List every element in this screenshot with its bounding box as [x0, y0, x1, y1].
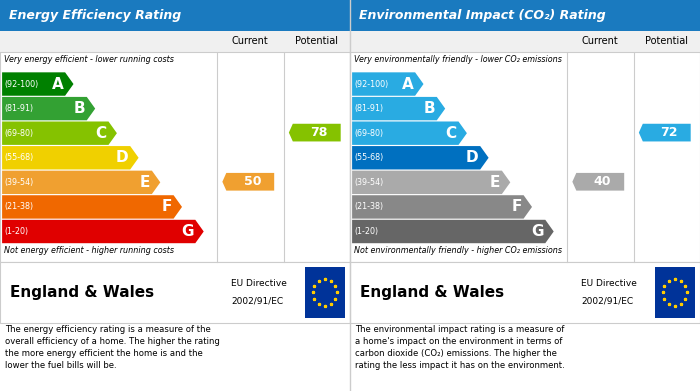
Text: (81-91): (81-91)	[4, 104, 34, 113]
Text: (69-80): (69-80)	[4, 129, 34, 138]
Text: Environmental Impact (CO₂) Rating: Environmental Impact (CO₂) Rating	[358, 9, 606, 22]
Text: (21-38): (21-38)	[354, 203, 384, 212]
Polygon shape	[2, 195, 182, 219]
Text: G: G	[181, 224, 193, 239]
Text: Energy Efficiency Rating: Energy Efficiency Rating	[8, 9, 181, 22]
Polygon shape	[223, 173, 274, 190]
Text: (1-20): (1-20)	[354, 227, 378, 236]
Polygon shape	[352, 97, 445, 120]
Text: Not environmentally friendly - higher CO₂ emissions: Not environmentally friendly - higher CO…	[354, 246, 561, 255]
Text: England & Wales: England & Wales	[10, 285, 155, 300]
Text: 50: 50	[244, 175, 261, 188]
Text: (92-100): (92-100)	[4, 79, 39, 88]
Polygon shape	[2, 146, 139, 169]
Text: England & Wales: England & Wales	[360, 285, 505, 300]
Text: The energy efficiency rating is a measure of the
overall efficiency of a home. T: The energy efficiency rating is a measur…	[6, 325, 220, 370]
Text: C: C	[96, 126, 106, 141]
Text: D: D	[466, 150, 479, 165]
Text: G: G	[531, 224, 543, 239]
Text: (69-80): (69-80)	[354, 129, 384, 138]
Text: (92-100): (92-100)	[354, 79, 388, 88]
Bar	[350, 0, 700, 31]
Polygon shape	[289, 124, 341, 142]
Text: (1-20): (1-20)	[4, 227, 28, 236]
Text: E: E	[490, 175, 500, 190]
Polygon shape	[639, 124, 691, 142]
Text: F: F	[512, 199, 522, 214]
Text: B: B	[74, 101, 85, 116]
Bar	[0, 31, 350, 52]
Text: Potential: Potential	[645, 36, 688, 47]
Polygon shape	[2, 97, 95, 120]
Text: EU Directive: EU Directive	[581, 279, 637, 288]
Polygon shape	[352, 122, 467, 145]
Text: Current: Current	[582, 36, 619, 47]
Text: Current: Current	[232, 36, 269, 47]
Text: Very environmentally friendly - lower CO₂ emissions: Very environmentally friendly - lower CO…	[354, 55, 561, 64]
Bar	[350, 262, 700, 323]
Text: 40: 40	[594, 175, 611, 188]
Polygon shape	[2, 122, 117, 145]
Text: Very energy efficient - lower running costs: Very energy efficient - lower running co…	[4, 55, 174, 64]
Bar	[654, 267, 694, 318]
Bar	[304, 267, 344, 318]
Text: The environmental impact rating is a measure of
a home's impact on the environme: The environmental impact rating is a mea…	[355, 325, 565, 370]
Polygon shape	[2, 170, 160, 194]
Bar	[350, 31, 700, 52]
Text: A: A	[402, 77, 413, 91]
Text: (39-54): (39-54)	[354, 178, 384, 187]
Polygon shape	[2, 220, 204, 243]
Bar	[0, 31, 350, 262]
Polygon shape	[352, 220, 554, 243]
Text: Not energy efficient - higher running costs: Not energy efficient - higher running co…	[4, 246, 174, 255]
Text: Potential: Potential	[295, 36, 338, 47]
Polygon shape	[352, 146, 489, 169]
Text: D: D	[116, 150, 129, 165]
Text: 78: 78	[311, 126, 328, 139]
Bar	[350, 31, 700, 262]
Text: B: B	[424, 101, 435, 116]
Polygon shape	[352, 72, 424, 96]
Text: (55-68): (55-68)	[354, 153, 384, 162]
Bar	[0, 0, 350, 31]
Text: EU Directive: EU Directive	[231, 279, 287, 288]
Text: (21-38): (21-38)	[4, 203, 34, 212]
Polygon shape	[352, 170, 510, 194]
Text: (39-54): (39-54)	[4, 178, 34, 187]
Polygon shape	[352, 195, 532, 219]
Polygon shape	[573, 173, 624, 190]
Text: (55-68): (55-68)	[4, 153, 34, 162]
Polygon shape	[2, 72, 73, 96]
Text: 72: 72	[660, 126, 678, 139]
Text: (81-91): (81-91)	[354, 104, 384, 113]
Text: 2002/91/EC: 2002/91/EC	[231, 297, 283, 306]
Text: E: E	[140, 175, 150, 190]
Text: 2002/91/EC: 2002/91/EC	[581, 297, 633, 306]
Text: C: C	[446, 126, 456, 141]
Text: A: A	[52, 77, 63, 91]
Bar	[0, 262, 350, 323]
Text: F: F	[162, 199, 172, 214]
